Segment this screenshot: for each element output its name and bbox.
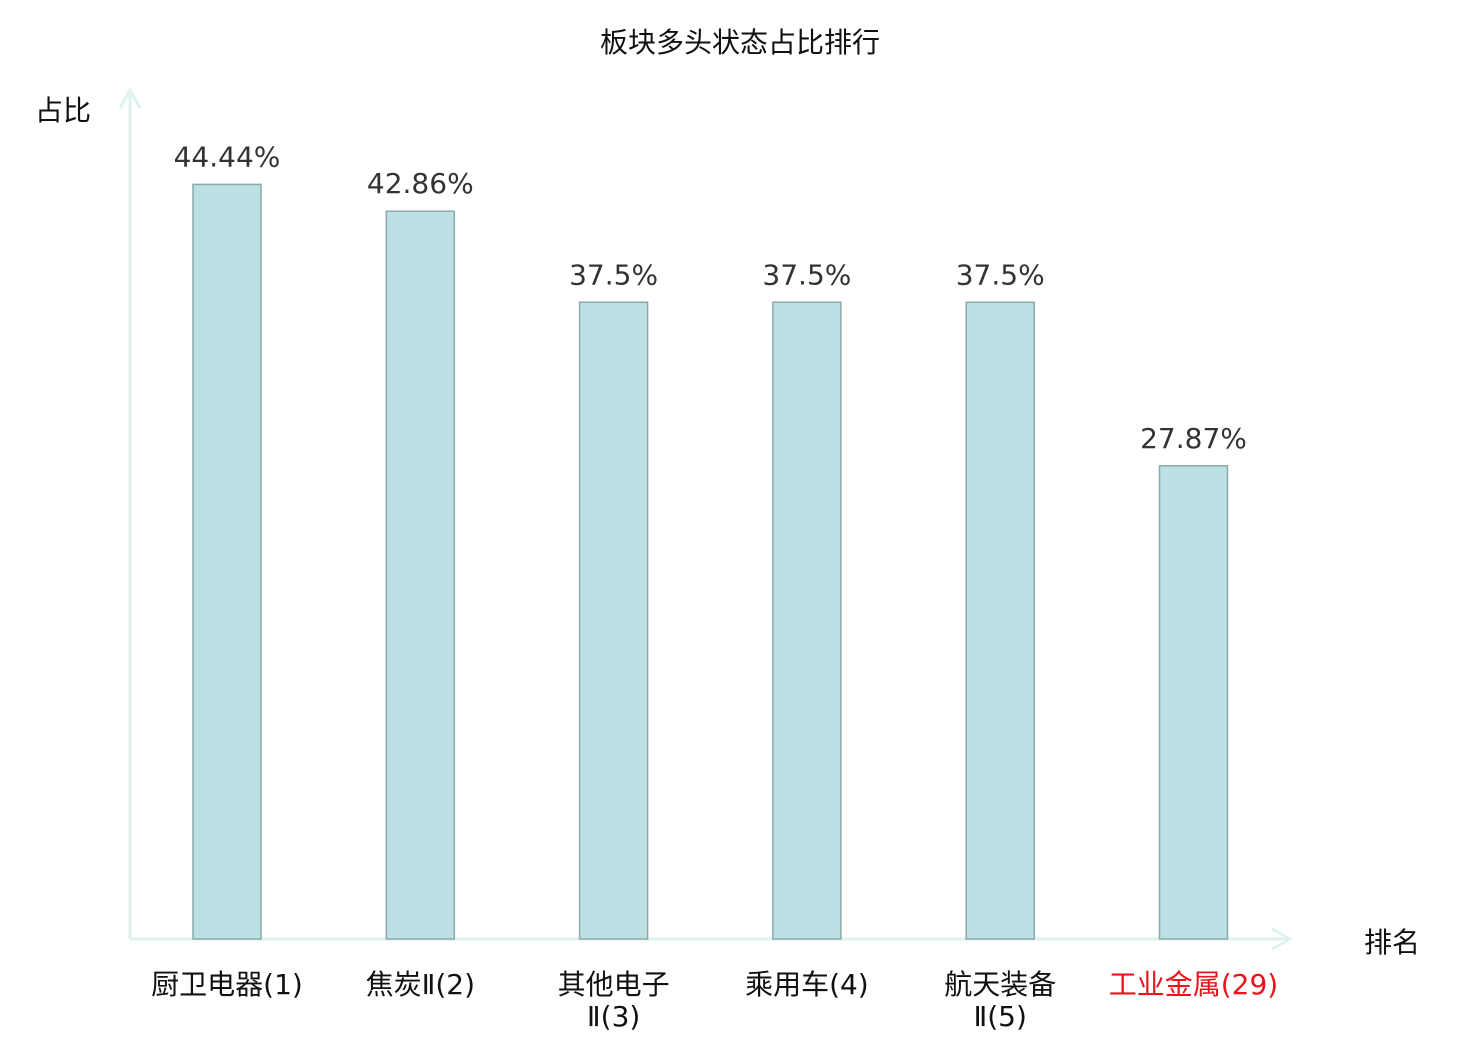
bar xyxy=(772,301,842,940)
bar xyxy=(1158,465,1229,940)
data-label: 37.5% xyxy=(956,258,1045,291)
y-axis-label: 占比 xyxy=(35,94,91,127)
bar xyxy=(192,183,262,940)
x-tick-label: 厨卫电器(1) xyxy=(151,968,303,1001)
bar xyxy=(385,210,456,940)
y-axis-arrow-icon xyxy=(118,86,142,109)
data-label: 37.5% xyxy=(569,258,658,291)
x-tick-label: 工业金属(29) xyxy=(1109,968,1278,1001)
bar xyxy=(578,301,649,940)
x-tick-label: 乘用车(4) xyxy=(745,968,869,1001)
axes xyxy=(118,86,1294,951)
data-label: 44.44% xyxy=(174,140,281,173)
x-tick-label: 航天装备 Ⅱ(5) xyxy=(944,968,1056,1033)
x-tick-label: 其他电子 Ⅱ(3) xyxy=(558,968,670,1033)
chart-title: 板块多头状态占比排行 xyxy=(600,26,880,59)
x-tick-label: 焦炭Ⅱ(2) xyxy=(366,968,475,1001)
data-label: 42.86% xyxy=(367,167,474,200)
x-axis-label: 排名 xyxy=(1364,926,1420,959)
data-label: 37.5% xyxy=(762,258,851,291)
bar xyxy=(965,301,1035,940)
data-label: 27.87% xyxy=(1140,422,1247,455)
x-axis-arrow-icon xyxy=(1271,927,1294,951)
bars: 44.44% 厨卫电器(1) 42.86% 焦炭Ⅱ(2) 37.5% 其他电子 Ⅱ(3) 37… xyxy=(151,140,1278,1033)
